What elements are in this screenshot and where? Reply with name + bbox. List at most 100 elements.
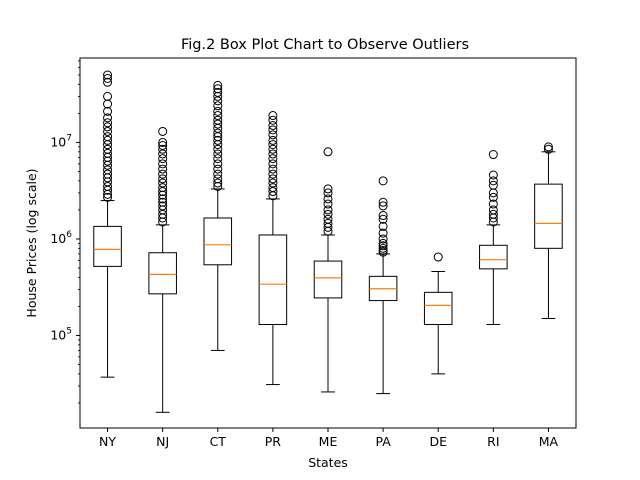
outlier-point	[158, 197, 168, 207]
outlier-point	[158, 140, 168, 150]
outlier-point	[103, 106, 113, 116]
outlier-point	[213, 115, 223, 125]
outlier-point	[103, 169, 113, 179]
iqr-box	[534, 183, 563, 249]
outlier-point	[268, 178, 278, 188]
outlier-point	[103, 73, 113, 83]
outlier-point	[378, 211, 388, 221]
y-tick-label: 105	[50, 326, 72, 342]
outlier-point	[213, 164, 223, 174]
outlier-point	[268, 164, 278, 174]
iqr-box	[479, 244, 508, 270]
box-ny	[93, 70, 122, 378]
outlier-point	[103, 192, 113, 202]
outlier-point	[323, 199, 333, 209]
box-ct	[203, 80, 233, 351]
outlier-point	[268, 174, 278, 184]
outlier-point	[213, 101, 223, 111]
outlier-point	[213, 144, 223, 154]
outlier-point	[378, 243, 388, 253]
outlier-point	[103, 91, 113, 101]
outlier-point	[213, 154, 223, 164]
x-tick-label: DE	[429, 434, 447, 449]
outlier-point	[213, 106, 223, 116]
outlier-point	[103, 144, 113, 154]
outlier-point	[213, 135, 223, 145]
outlier-point	[103, 148, 113, 158]
outlier-point	[378, 228, 388, 238]
outlier-point	[103, 135, 113, 145]
box-me	[313, 147, 343, 393]
outlier-point	[213, 128, 223, 138]
outlier-point	[158, 169, 168, 179]
outlier-point	[268, 130, 278, 140]
iqr-box	[258, 234, 288, 325]
box-nj	[148, 126, 177, 413]
box-pr	[258, 111, 288, 386]
outlier-point	[268, 115, 278, 125]
outlier-point	[158, 178, 168, 188]
outlier-point	[323, 188, 333, 198]
outlier-point	[103, 113, 113, 123]
outlier-point	[378, 234, 388, 244]
outlier-point	[158, 154, 168, 164]
outlier-point	[268, 183, 278, 193]
iqr-box	[93, 225, 122, 267]
y-tick-label: 107	[50, 133, 72, 149]
outlier-point	[378, 214, 388, 224]
outlier-point	[268, 111, 278, 121]
outlier-point	[543, 142, 553, 152]
outlier-point	[268, 159, 278, 169]
outlier-point	[323, 194, 333, 204]
outlier-point	[268, 140, 278, 150]
outlier-point	[488, 170, 498, 180]
outlier-point	[213, 80, 223, 90]
outlier-point	[158, 164, 168, 174]
x-tick-label: CT	[210, 434, 227, 449]
x-tick-label: RI	[487, 434, 499, 449]
outlier-point	[103, 181, 113, 191]
outlier-point	[543, 144, 553, 154]
outlier-point	[158, 137, 168, 147]
outlier-point	[488, 192, 498, 202]
outlier-point	[213, 169, 223, 179]
outlier-point	[268, 149, 278, 159]
y-axis: 105 106 107	[50, 60, 80, 404]
outlier-point	[323, 218, 333, 228]
outlier-point	[158, 187, 168, 197]
outlier-point	[158, 183, 168, 193]
outlier-point	[323, 214, 333, 224]
x-tick-label: PR	[265, 434, 282, 449]
box-de	[423, 252, 453, 375]
outlier-point	[378, 176, 388, 186]
x-tick-label: MA	[539, 434, 559, 449]
x-axis-label: States	[308, 455, 348, 470]
x-tick-label: NY	[99, 434, 116, 449]
outlier-point	[213, 174, 223, 184]
outlier-point	[488, 205, 498, 215]
outlier-point	[213, 87, 223, 97]
outlier-point	[158, 194, 168, 204]
outlier-point	[488, 176, 498, 186]
outlier-point	[378, 241, 388, 251]
outlier-point	[433, 252, 443, 262]
outlier-point	[378, 197, 388, 207]
outlier-point	[268, 144, 278, 154]
iqr-box	[313, 260, 343, 299]
x-tick-label: PA	[375, 434, 391, 449]
chart-title: Fig.2 Box Plot Chart to Observe Outliers	[181, 37, 469, 53]
outlier-point	[378, 201, 388, 211]
outlier-point	[378, 221, 388, 231]
outlier-point	[488, 209, 498, 219]
outlier-point	[103, 122, 113, 132]
y-tick-label: 106	[50, 230, 72, 246]
outlier-point	[323, 209, 333, 219]
outlier-point	[213, 149, 223, 159]
iqr-box	[203, 217, 233, 266]
outlier-point	[103, 126, 113, 136]
outlier-point	[323, 147, 333, 157]
outlier-point	[103, 132, 113, 142]
outlier-point	[158, 190, 168, 200]
outlier-point	[378, 238, 388, 248]
